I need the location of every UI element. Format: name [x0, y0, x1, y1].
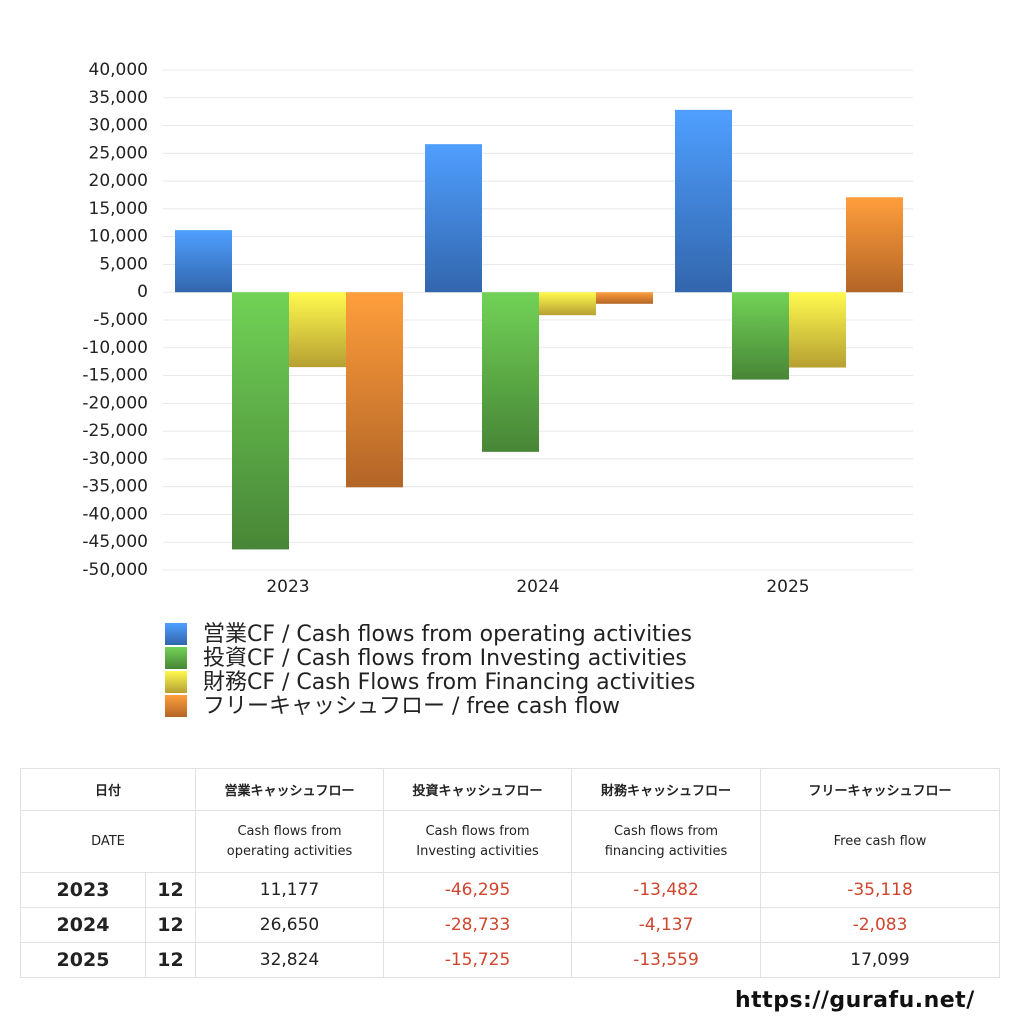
- header-cell: 営業キャッシュフロー: [195, 768, 384, 811]
- bar: [175, 230, 232, 293]
- y-tick-label: -50,000: [82, 560, 148, 580]
- table-cell: -46,295: [383, 872, 572, 908]
- table-cell: 12: [145, 942, 196, 978]
- x-tick-label: 2025: [766, 577, 809, 597]
- table-cell: 12: [145, 907, 196, 943]
- cell-text: Cash flows from Investing activities: [416, 823, 539, 859]
- x-tick-label: 2023: [266, 577, 309, 597]
- legend-label: 営業CF / Cash flows from operating activit…: [203, 622, 692, 647]
- y-tick-label: -40,000: [82, 504, 148, 524]
- table-cell: 32,824: [195, 942, 384, 978]
- table-cell: 2023: [20, 872, 146, 908]
- legend-swatch: [165, 647, 187, 669]
- table-cell: -13,482: [571, 872, 761, 908]
- y-tick-label: -20,000: [82, 393, 148, 413]
- cell-text: Cash flows from operating activities: [226, 823, 353, 859]
- table-cell: -28,733: [383, 907, 572, 943]
- table-row: 2023 12 11,177 -46,295 -13,482 -35,118: [20, 872, 1000, 908]
- table-cell: 2025: [20, 942, 146, 978]
- table-cell: 2024: [20, 907, 146, 943]
- y-tick-label: 20,000: [89, 171, 148, 191]
- table-cell: -4,137: [571, 907, 761, 943]
- bar: [539, 292, 596, 316]
- header-cell: 日付: [20, 768, 196, 811]
- legend-label: 財務CF / Cash Flows from Financing activit…: [203, 670, 695, 695]
- y-tick-label: 35,000: [89, 88, 148, 108]
- subheader-cell: Cash flows from financing activities: [571, 810, 761, 873]
- y-tick-label: -25,000: [82, 421, 148, 441]
- bar: [425, 144, 482, 293]
- legend-swatch: [165, 671, 187, 693]
- bar: [789, 292, 846, 368]
- x-tick-label: 2024: [516, 577, 559, 597]
- y-tick-label: -15,000: [82, 366, 148, 386]
- legend-label: フリーキャッシュフロー / free cash flow: [203, 694, 620, 719]
- table-row: 2024 12 26,650 -28,733 -4,137 -2,083: [20, 907, 1000, 943]
- table-cell: 17,099: [760, 942, 1000, 978]
- header-cell: フリーキャッシュフロー: [760, 768, 1000, 811]
- bar: [482, 292, 539, 452]
- bar: [846, 197, 903, 293]
- table-cell: 26,650: [195, 907, 384, 943]
- table-cell: 11,177: [195, 872, 384, 908]
- y-tick-label: 0: [137, 282, 148, 302]
- y-tick-label: -5,000: [93, 310, 148, 330]
- cell-text: Free cash flow: [833, 833, 927, 849]
- table-row: 2025 12 32,824 -15,725 -13,559 17,099: [20, 942, 1000, 978]
- data-table: 日付 営業キャッシュフロー 投資キャッシュフロー 財務キャッシュフロー フリーキャッシュ…: [20, 768, 1000, 978]
- bar: [675, 109, 732, 293]
- bar: [232, 292, 289, 550]
- y-tick-label: 5,000: [99, 254, 148, 274]
- table-cell: -35,118: [760, 872, 1000, 908]
- subheader-row: DATE Cash flows from operating activities…: [20, 810, 1000, 873]
- header-cell: 投資キャッシュフロー: [383, 768, 572, 811]
- y-tick-label: 10,000: [89, 227, 148, 247]
- y-tick-label: -45,000: [82, 532, 148, 552]
- legend-label: 投資CF / Cash flows from Investing activit…: [203, 646, 687, 671]
- chart: -50,000 -45,000 -40,000 -35,000 -30,000 -25,0…: [82, 60, 913, 719]
- table-cell: 12: [145, 872, 196, 908]
- y-tick-label: -30,000: [82, 449, 148, 469]
- subheader-cell: Cash flows from operating activities: [195, 810, 384, 873]
- bar: [596, 292, 653, 304]
- legend-swatch: [165, 623, 187, 645]
- y-tick-label: 25,000: [89, 143, 148, 163]
- table-cell: -15,725: [383, 942, 572, 978]
- table-cell: -2,083: [760, 907, 1000, 943]
- subheader-cell: Free cash flow: [760, 810, 1000, 873]
- y-tick-label: -35,000: [82, 477, 148, 497]
- subheader-cell: DATE: [20, 810, 196, 873]
- y-tick-label: -10,000: [82, 338, 148, 358]
- header-cell: 財務キャッシュフロー: [571, 768, 761, 811]
- subheader-cell: Cash flows from Investing activities: [383, 810, 572, 873]
- legend-swatch: [165, 695, 187, 717]
- y-tick-label: 15,000: [89, 199, 148, 219]
- header-row: 日付 営業キャッシュフロー 投資キャッシュフロー 財務キャッシュフロー フリーキャッシュ…: [20, 768, 1000, 811]
- footer-url: https://gurafu.net/: [735, 988, 975, 1013]
- bar: [346, 292, 403, 488]
- bar: [289, 292, 346, 368]
- y-tick-label: 30,000: [89, 116, 148, 136]
- cell-text: Cash flows from financing activities: [604, 823, 728, 859]
- table-cell: -13,559: [571, 942, 761, 978]
- bar: [732, 292, 789, 380]
- y-tick-label: 40,000: [89, 60, 148, 80]
